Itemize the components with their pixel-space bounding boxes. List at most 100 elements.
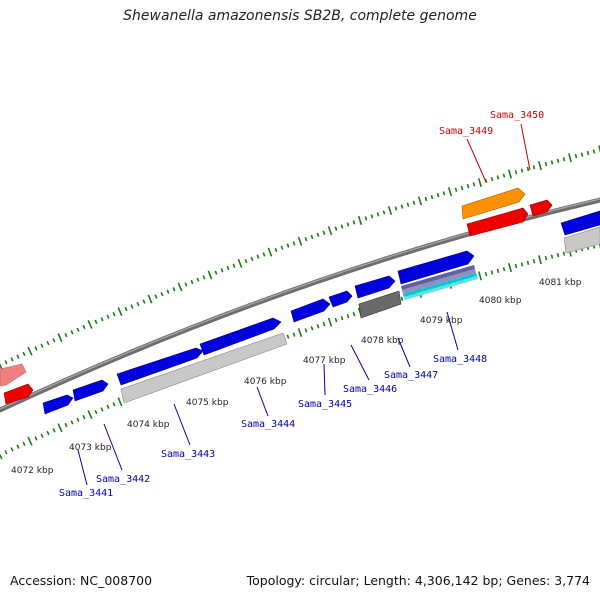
tick-label-4075: 4075 kbp: [186, 398, 229, 408]
accession-text: Accession: NC_008700: [10, 573, 153, 588]
leader-sama-3443: [173, 403, 191, 446]
inner-tick-93: [556, 253, 560, 258]
leader-sama-3450: [520, 123, 531, 171]
gene-sama-3444[interactable]: [199, 317, 282, 356]
outer-tick-39: [232, 263, 236, 268]
outer-tick-59: [352, 220, 356, 225]
leader-sama-3446: [350, 344, 370, 381]
outer-tick-87: [520, 168, 524, 173]
inner-tick-80: [478, 271, 482, 281]
inner-tick-83: [496, 268, 500, 273]
feature-grey-right[interactable]: [563, 226, 600, 254]
outer-tick-11: [64, 332, 68, 338]
inner-tick-82: [490, 270, 494, 275]
outer-tick-89: [532, 165, 536, 170]
gene-label-sama-3445: Sama_3445: [298, 399, 352, 410]
outer-tick-44: [262, 252, 266, 257]
outer-tick-20: [117, 307, 123, 317]
feature-grey-long[interactable]: [120, 332, 288, 404]
inner-tick-15: [87, 410, 93, 420]
inner-tick-13: [76, 417, 80, 422]
inner-tick-94: [562, 251, 566, 256]
tick-label-4079: 4079 kbp: [420, 316, 463, 326]
inner-tick-86: [514, 263, 518, 269]
gene-sama-3448[interactable]: [397, 250, 475, 285]
gene-labels: Sama_3441 Sama_3442 Sama_3443 Sama_3444 …: [59, 110, 544, 499]
inner-tick-6: [34, 436, 38, 441]
gene-label-sama-3449: Sama_3449: [439, 126, 493, 137]
gene-sama-3450[interactable]: [529, 199, 553, 217]
outer-tick-55: [327, 226, 333, 236]
gene-sama-3449-rna[interactable]: [461, 187, 526, 220]
outer-tick-75: [447, 187, 453, 197]
outer-tick-91: [544, 161, 548, 167]
leader-sama-3441: [77, 449, 88, 486]
outer-tick-92: [550, 160, 554, 165]
outer-tick-2: [10, 357, 14, 362]
inner-tick-55: [327, 317, 333, 327]
inner-tick-14: [82, 414, 86, 420]
scale-tick-labels: 4072 kbp 4073 kbp 4074 kbp 4075 kbp 4076…: [11, 278, 582, 476]
outer-tick-51: [304, 236, 308, 242]
outer-tick-65: [387, 205, 393, 215]
outer-tick-95: [568, 153, 572, 163]
outer-tick-5: [27, 346, 33, 356]
gene-sama-3441[interactable]: [42, 394, 74, 415]
gene-sama-3446[interactable]: [328, 290, 353, 308]
gene-sama-3447[interactable]: [354, 275, 396, 299]
outer-tick-21: [124, 306, 128, 312]
gene-reverse-partial[interactable]: [3, 383, 34, 405]
outer-tick-60: [357, 215, 363, 225]
gene-label-sama-3447: Sama_3447: [384, 370, 438, 381]
feature-dark-grey[interactable]: [358, 290, 402, 319]
leader-sama-3449: [466, 138, 487, 183]
outer-tick-52: [310, 234, 314, 240]
outer-tick-27: [160, 291, 164, 297]
gene-label-sama-3443: Sama_3443: [161, 449, 215, 460]
outer-tick-88: [526, 166, 530, 172]
gene-label-sama-3450: Sama_3450: [490, 110, 544, 121]
tick-label-4080: 4080 kbp: [479, 296, 522, 306]
outer-tick-57: [340, 224, 344, 229]
outer-tick-61: [364, 216, 368, 221]
gene-sama-3442[interactable]: [72, 379, 109, 402]
inner-tick-92: [550, 254, 554, 259]
inner-tick-67: [400, 296, 404, 301]
outer-tick-62: [370, 214, 374, 219]
gene-sama-3443[interactable]: [116, 347, 204, 386]
genome-title: Shewanella amazonensis SB2B, complete ge…: [123, 8, 477, 24]
gene-sama-3449[interactable]: [466, 207, 529, 237]
inner-tick-12: [70, 420, 74, 425]
outer-tick-29: [172, 287, 176, 292]
gene-reverse-partial-pale[interactable]: [0, 363, 27, 387]
gene-forward-right-partial[interactable]: [560, 210, 600, 236]
inner-tick-9: [52, 428, 56, 433]
leader-sama-3447: [397, 337, 411, 368]
inner-tick-50: [297, 328, 303, 337]
inner-tick-17: [100, 407, 104, 412]
inner-tick-3: [16, 444, 20, 449]
inner-tick-58: [346, 313, 350, 319]
outer-tick-100: [598, 145, 600, 154]
outer-tick-18: [106, 314, 110, 319]
outer-tick-8: [46, 340, 50, 346]
outer-tick-85: [508, 169, 512, 179]
outer-tick-98: [586, 150, 590, 156]
outer-tick-30: [177, 282, 183, 292]
feature-multiband[interactable]: [401, 265, 478, 300]
inner-tick-54: [322, 322, 326, 327]
outer-tick-97: [580, 152, 584, 157]
outer-tick-4: [22, 351, 26, 357]
inner-tick-1: [4, 450, 8, 455]
inner-tick-90: [538, 255, 542, 265]
outer-tick-37: [220, 268, 224, 273]
outer-tick-96: [574, 153, 578, 159]
outer-tick-50: [297, 236, 303, 246]
outer-tick-12: [70, 330, 74, 335]
outer-tick-32: [190, 279, 194, 285]
gene-sama-3445[interactable]: [290, 298, 331, 323]
gene-label-sama-3441: Sama_3441: [59, 488, 113, 499]
outer-tick-80: [477, 178, 483, 188]
outer-tick-10: [57, 333, 63, 343]
